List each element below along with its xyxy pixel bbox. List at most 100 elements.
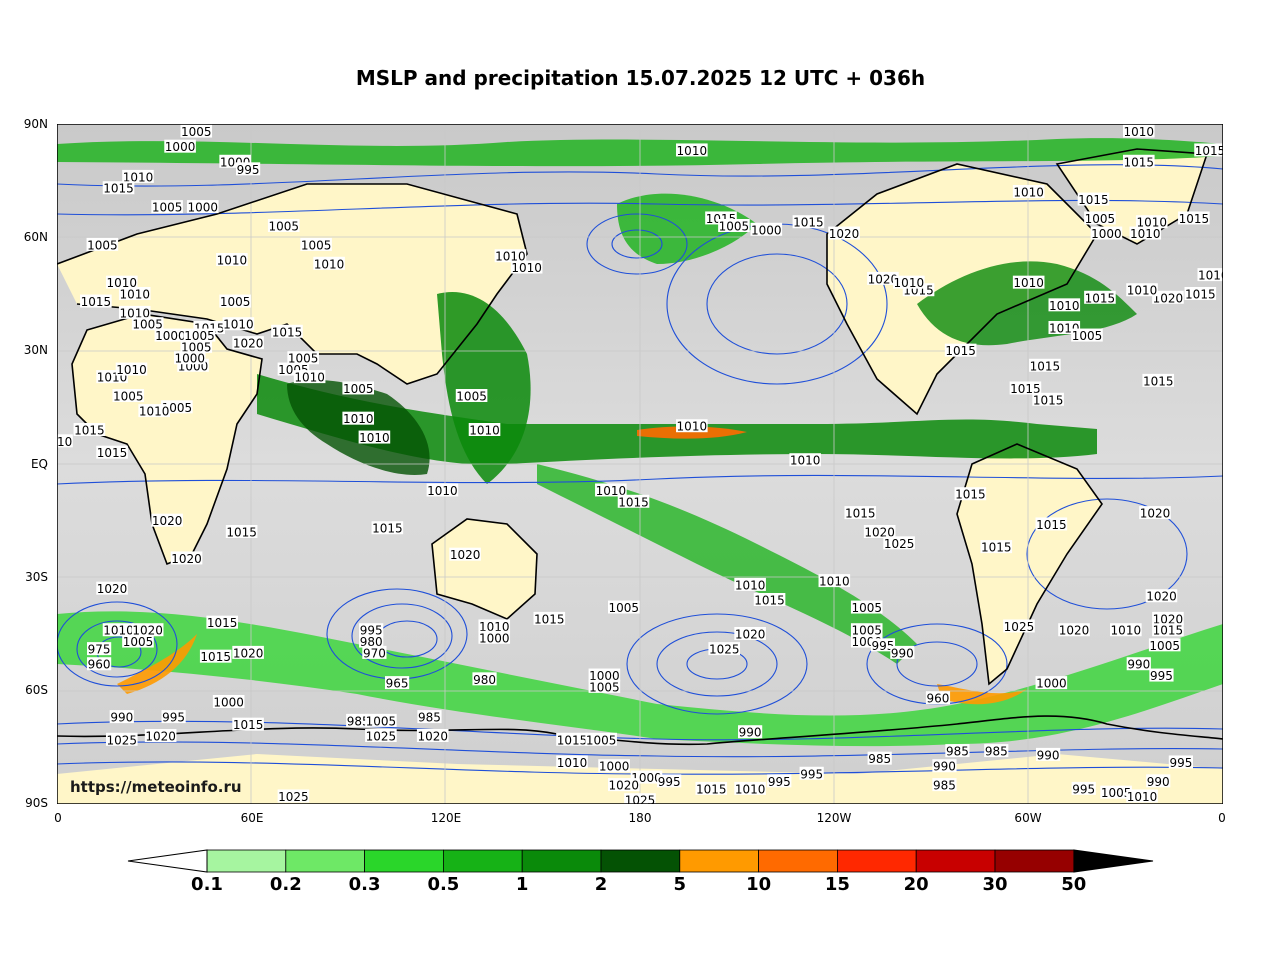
- isobar-label-bg: [1071, 781, 1096, 795]
- isobar-label: 1010: [596, 484, 627, 498]
- isobar-label: 1005: [181, 340, 212, 354]
- isobar-label: 1000: [1036, 677, 1067, 691]
- isobar-label: 985: [418, 711, 441, 725]
- isobar-label: 1005: [123, 635, 154, 649]
- colorbar-box: [679, 849, 759, 873]
- colorbar-label: 0.2: [269, 874, 302, 895]
- coastlines: [57, 148, 1223, 746]
- isobar-label-bg: [455, 389, 488, 402]
- isobar-label: 1005: [301, 238, 332, 252]
- isobar-label: 1020: [1059, 624, 1090, 638]
- isobar-label-bg: [1145, 589, 1178, 603]
- isobar-label-bg: [183, 328, 216, 342]
- isobar-label-bg: [753, 593, 786, 606]
- isobar-label-bg: [1135, 215, 1168, 229]
- isobar-label: 990: [891, 646, 914, 660]
- isobar-label: 1020: [145, 730, 176, 744]
- isobar-label-bg: [608, 778, 640, 792]
- isobar-label-bg: [818, 574, 851, 588]
- precip-indian-monsoon: [287, 379, 430, 475]
- isobar-label-bg: [676, 143, 708, 157]
- isobar-label-bg: [695, 781, 728, 795]
- isobar-label-bg: [164, 139, 196, 153]
- isobar-label-bg: [1168, 755, 1193, 769]
- isobar-label-bg: [1032, 392, 1064, 406]
- isobar-label-bg: [1122, 124, 1155, 138]
- isobar-label-bg: [118, 305, 151, 319]
- isobar-label-bg: [595, 483, 627, 497]
- isobar-label: 995: [1150, 669, 1173, 683]
- isobar-label: 1020: [132, 624, 163, 638]
- isobar-label: 1020: [829, 227, 860, 241]
- isobar-label-bg: [1009, 381, 1042, 395]
- isobar-label: 1005: [268, 220, 299, 234]
- isobar-label: 1000: [213, 696, 244, 710]
- isobar-label: 1015: [1124, 155, 1155, 169]
- isobar-label: 1015: [945, 344, 976, 358]
- isobar-label-bg: [789, 453, 821, 467]
- isobar-label-bg: [80, 294, 112, 308]
- isobar-label: 975: [88, 643, 111, 657]
- isobar-label: 965: [386, 677, 409, 691]
- isobar-label: 985: [933, 779, 956, 793]
- isobar-label: 1005: [851, 601, 882, 615]
- isobar-label: 1020: [609, 779, 640, 793]
- isobar-label: 1015: [1179, 212, 1210, 226]
- antarctica-coast: [57, 715, 1223, 746]
- isobar-label: 1020: [1140, 507, 1171, 521]
- isobar-label-bg: [472, 672, 497, 686]
- isobar-label-bg: [1035, 676, 1068, 690]
- isobar-label-bg: [1003, 619, 1035, 633]
- isobar-label: 1015: [226, 526, 257, 540]
- isobar-label: 990: [1037, 748, 1060, 762]
- isobar-label-bg: [346, 713, 371, 727]
- isobar-label: 1015: [207, 616, 238, 630]
- isobar-label-bg: [867, 271, 899, 285]
- isobar-label-bg: [109, 710, 134, 724]
- isobar-label-bg: [186, 200, 219, 214]
- isobar-label-bg: [494, 249, 527, 263]
- isobar-label: 1005: [456, 390, 487, 404]
- isobar-label: 1010: [57, 435, 72, 449]
- south-america-coast: [956, 443, 1103, 686]
- isobar-label: 1020: [1146, 590, 1177, 604]
- isobar-label-bg: [533, 611, 566, 625]
- isobar-label: 1010: [116, 363, 147, 377]
- isobar-label: 1015: [754, 594, 785, 608]
- isobar-label-bg: [161, 710, 186, 724]
- isobar-label-bg: [657, 774, 682, 788]
- isobar-label-bg: [86, 237, 119, 251]
- isobar-label: 1020: [450, 548, 481, 562]
- isobar-label-bg: [799, 766, 824, 780]
- isobar-label: 1020: [152, 514, 183, 528]
- isobar-label: 1025: [278, 790, 309, 804]
- colorbar-box: [285, 849, 365, 873]
- isobar-label-bg: [1122, 154, 1155, 168]
- isobar-label-bg: [96, 581, 128, 595]
- isobar-label-bg: [342, 411, 375, 425]
- lon-label-60w: 60W: [1014, 811, 1042, 825]
- isobar-label: 1020: [735, 628, 766, 642]
- lon-label-120w: 120W: [816, 811, 852, 825]
- isobar-label: 1010: [495, 250, 526, 264]
- isobar-label-bg: [96, 445, 128, 459]
- isobar-label-bg: [984, 744, 1009, 758]
- isobar-label-bg: [102, 181, 135, 195]
- isobar-label-bg: [87, 642, 112, 656]
- isobar-label: 980: [473, 673, 496, 687]
- isobar-label: 1015: [1030, 359, 1061, 373]
- isobar-label-bg: [144, 729, 177, 742]
- isobar-low-alaska: [586, 213, 688, 275]
- isobar-label-bg: [1152, 623, 1184, 637]
- isobar-label-bg: [588, 668, 621, 682]
- isobar-label: 1020: [233, 646, 264, 660]
- precip-heavy-south: [117, 634, 197, 694]
- isobar-label-bg: [718, 219, 750, 232]
- isobar-label: 1020: [171, 552, 202, 566]
- isobar-label: 1020: [868, 272, 899, 286]
- isobar-label-bg: [362, 645, 387, 659]
- isobar-label: 1005: [113, 390, 144, 404]
- colorbar-label: 15: [824, 874, 850, 895]
- isobar-label-bg: [426, 483, 459, 497]
- isobar-label-bg: [883, 536, 915, 550]
